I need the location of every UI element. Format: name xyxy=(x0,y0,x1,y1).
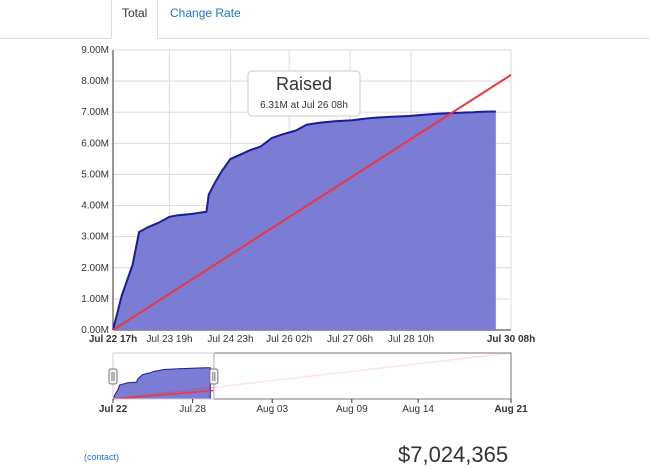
raised-chart: 0.00M 1.00M 2.00M 3.00M 4.00M 5.00M 6.00M 7.00M… xyxy=(81,45,535,415)
y-tick-label: 2.00M xyxy=(81,263,109,274)
y-tick-label: 4.00M xyxy=(81,201,109,212)
total-raised: $7,024,365 xyxy=(398,442,509,467)
x-tick-label: Jul 26 02h xyxy=(266,334,312,345)
navigator-tick-label: Aug 21 xyxy=(494,404,528,415)
y-tick-label: 1.00M xyxy=(81,294,109,305)
tab-change-rate[interactable]: Change Rate xyxy=(170,6,241,20)
x-tick-label: Jul 28 10h xyxy=(388,334,434,345)
y-axis: 0.00M 1.00M 2.00M 3.00M 4.00M 5.00M 6.00M 7.00M… xyxy=(81,45,109,336)
tab-bar: Total Change Rate xyxy=(0,0,650,39)
tab-total[interactable]: Total xyxy=(111,0,158,39)
x-axis: Jul 22 17h Jul 23 19h Jul 24 23h Jul 26 02h… xyxy=(89,334,535,345)
y-tick-label: 5.00M xyxy=(81,169,109,180)
contact-link[interactable]: (contact) xyxy=(84,452,120,462)
y-tick-label: 0.00M xyxy=(81,325,109,336)
series-layer xyxy=(112,74,512,331)
y-tick-label: 8.00M xyxy=(81,76,109,87)
y-tick-label: 3.00M xyxy=(81,232,109,243)
navigator-unselected-mask xyxy=(213,352,512,400)
navigator-tick-label: Aug 09 xyxy=(336,404,368,415)
navigator-target-selected xyxy=(112,389,214,400)
tooltip-body: 6.31M at Jul 26 08h xyxy=(260,100,348,111)
x-tick-label: Jul 22 17h xyxy=(89,334,137,345)
tooltip-title: Raised xyxy=(276,74,332,94)
y-tick-label: 9.00M xyxy=(81,45,109,56)
tooltip-box xyxy=(247,70,361,117)
x-tick-label: Jul 24 23h xyxy=(207,334,253,345)
navigator[interactable]: Jul 22 Jul 28 Aug 03 Aug 09 Aug 14 Aug 21 xyxy=(99,352,528,415)
navigator-left-handle[interactable] xyxy=(108,368,118,385)
y-tick-label: 7.00M xyxy=(81,107,109,118)
navigator-area xyxy=(112,367,211,400)
tooltip: Raised 6.31M at Jul 26 08h xyxy=(247,70,361,117)
target-line xyxy=(112,74,512,331)
tab-bar-divider xyxy=(0,38,650,39)
x-tick-label: Jul 23 19h xyxy=(146,334,192,345)
navigator-tick-label: Jul 28 xyxy=(179,404,206,415)
navigator-right-handle[interactable] xyxy=(209,368,219,385)
x-tick-label: Jul 30 08h xyxy=(487,334,535,345)
navigator-tick-label: Jul 22 xyxy=(99,404,128,415)
navigator-tick-label: Aug 14 xyxy=(402,404,434,415)
y-tick-label: 6.00M xyxy=(81,138,109,149)
raised-line xyxy=(112,110,496,331)
navigator-tick-label: Aug 03 xyxy=(256,404,288,415)
raised-area xyxy=(113,111,496,330)
x-tick-label: Jul 27 06h xyxy=(327,334,373,345)
